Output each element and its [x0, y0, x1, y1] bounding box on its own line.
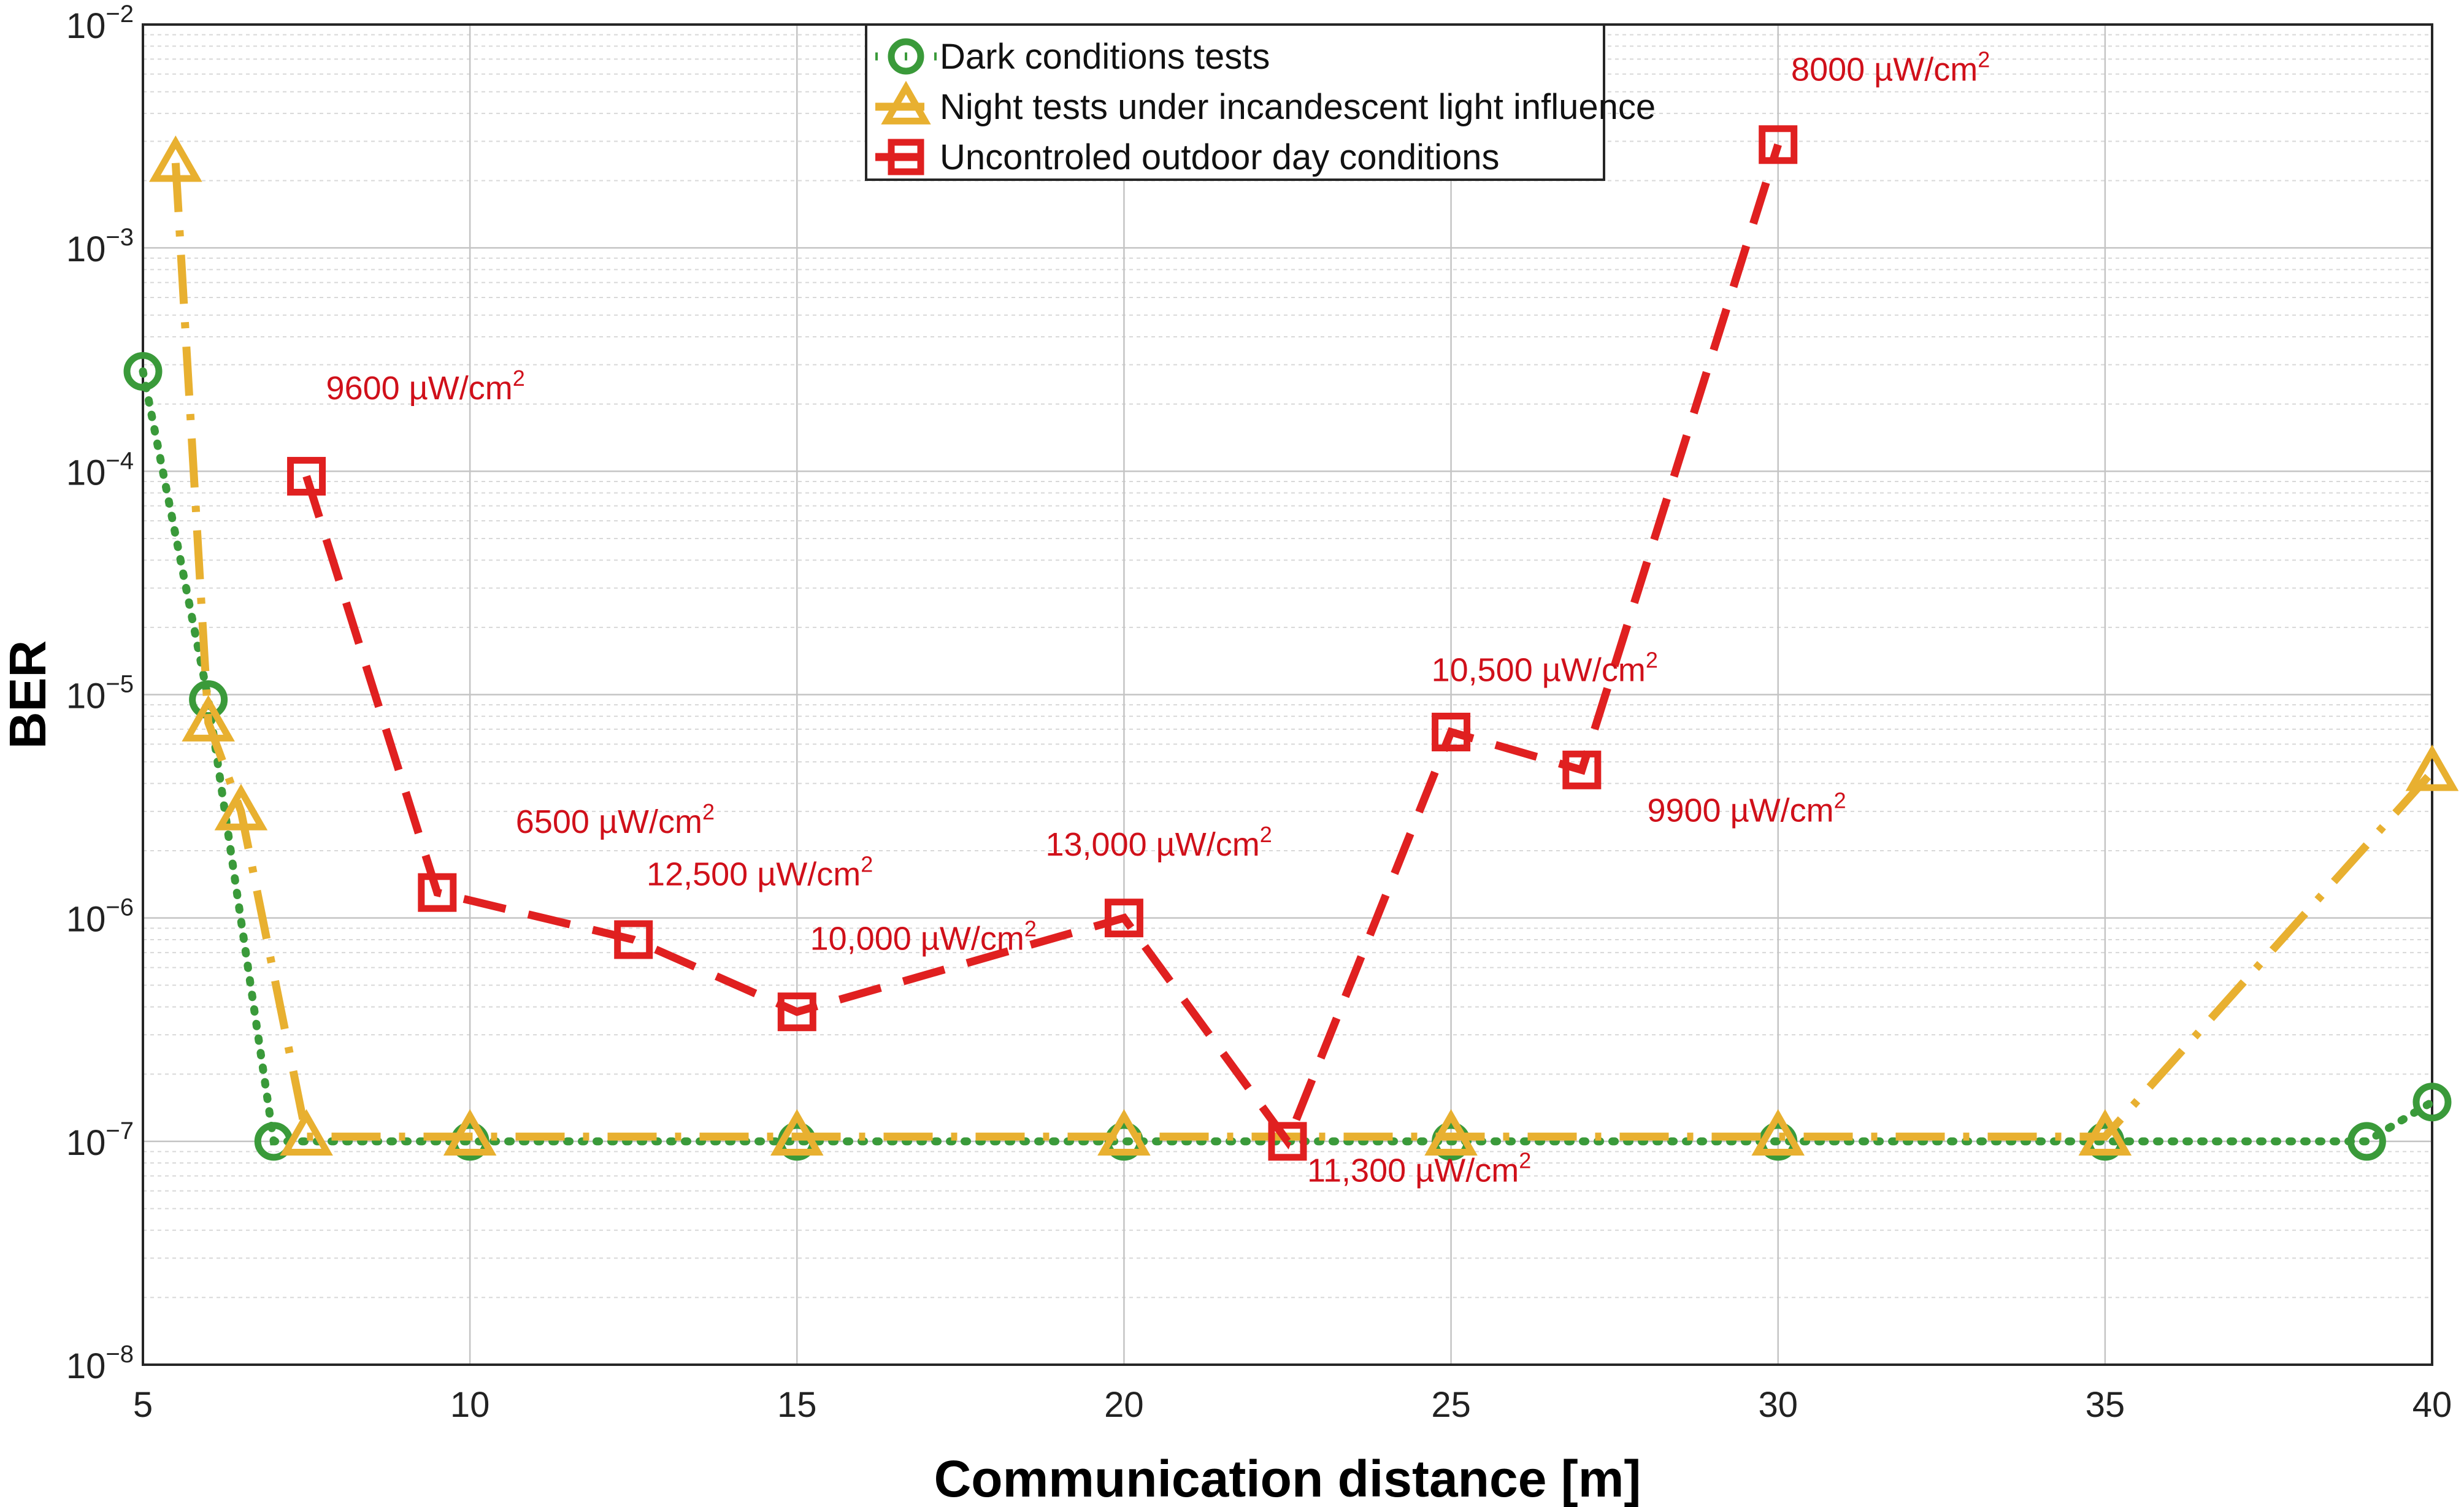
legend-label: Night tests under incandescent light inf… — [940, 87, 1656, 127]
y-tick-label: 10−3 — [66, 224, 134, 269]
legend-marker — [888, 38, 924, 75]
y-tick-label: 10−4 — [66, 447, 134, 493]
legend-box — [865, 23, 1605, 181]
legend-item: Uncontroled outdoor day conditions — [875, 137, 1499, 177]
data-point — [149, 135, 202, 182]
y-tick-label: 10−6 — [66, 894, 134, 940]
series-line — [171, 163, 2435, 1141]
x-tick-label: 40 — [2412, 1385, 2452, 1425]
irradiance-annotation: 10,500 µW/cm2 — [1432, 647, 1658, 688]
data-point — [2078, 1109, 2132, 1156]
data-point — [2347, 1122, 2386, 1161]
data-point — [1268, 1122, 1307, 1161]
legend: Dark conditions tests Night tests under i… — [865, 23, 1656, 181]
x-axis-label: Communication distance [m] — [934, 1450, 1641, 1507]
series-line — [139, 367, 2436, 1146]
y-axis-label: BER — [0, 640, 56, 749]
data-point — [2405, 744, 2459, 791]
series-triangle — [149, 135, 2459, 1156]
legend-item: Dark conditions tests — [875, 37, 1270, 77]
data-point — [1562, 750, 1602, 789]
data-point — [280, 1109, 333, 1156]
legend-item: Night tests under incandescent light inf… — [875, 80, 1656, 127]
x-tick-labels: 5 10 15 20 25 30 35 40 — [133, 1385, 2452, 1425]
data-point — [770, 1109, 824, 1156]
data-point — [443, 1109, 497, 1156]
y-tick-label: 10−2 — [66, 1, 134, 46]
data-point — [214, 784, 268, 830]
series-layer — [123, 125, 2459, 1161]
data-point — [777, 992, 816, 1032]
data-point — [1432, 712, 1471, 751]
data-point — [287, 456, 326, 496]
legend-marker — [888, 139, 924, 175]
irradiance-annotation: 9600 µW/cm2 — [326, 366, 525, 407]
data-point — [2412, 1083, 2452, 1122]
x-tick-label: 25 — [1431, 1385, 1471, 1425]
irradiance-annotation: 10,000 µW/cm2 — [810, 916, 1037, 957]
irradiance-annotation: 9900 µW/cm2 — [1647, 788, 1846, 829]
x-tick-label: 35 — [2086, 1385, 2125, 1425]
legend-label: Uncontroled outdoor day conditions — [940, 137, 1499, 177]
data-point — [1424, 1109, 1478, 1156]
data-point — [1751, 1109, 1805, 1156]
x-tick-label: 15 — [777, 1385, 817, 1425]
legend-label: Dark conditions tests — [940, 37, 1270, 77]
series-square — [287, 125, 1798, 1161]
y-tick-label: 10−5 — [66, 671, 134, 716]
x-tick-label: 30 — [1758, 1385, 1798, 1425]
data-point — [1104, 899, 1143, 938]
data-point — [1759, 125, 1798, 164]
x-tick-label: 5 — [133, 1385, 153, 1425]
data-point — [418, 873, 457, 912]
annotation-layer: 9600 µW/cm2 6500 µW/cm2 12,500 µW/cm2 10,00… — [326, 47, 1990, 1189]
series-line — [302, 143, 1782, 1150]
data-point — [182, 695, 235, 742]
irradiance-annotation: 13,000 µW/cm2 — [1045, 822, 1272, 863]
y-tick-label: 10−7 — [66, 1118, 134, 1163]
irradiance-annotation: 8000 µW/cm2 — [1791, 47, 1990, 88]
data-point — [614, 920, 653, 959]
legend-marker — [881, 80, 931, 125]
irradiance-annotation: 12,500 µW/cm2 — [647, 851, 873, 892]
x-tick-label: 10 — [450, 1385, 490, 1425]
x-tick-label: 20 — [1104, 1385, 1144, 1425]
data-point — [1097, 1109, 1151, 1156]
y-tick-labels: 10−8 10−7 10−6 10−5 10−4 10−3 10−2 — [66, 1, 134, 1386]
y-tick-label: 10−8 — [66, 1341, 134, 1386]
irradiance-annotation: 6500 µW/cm2 — [516, 799, 715, 840]
data-point — [123, 351, 163, 391]
irradiance-annotation: 11,300 µW/cm2 — [1307, 1148, 1531, 1189]
